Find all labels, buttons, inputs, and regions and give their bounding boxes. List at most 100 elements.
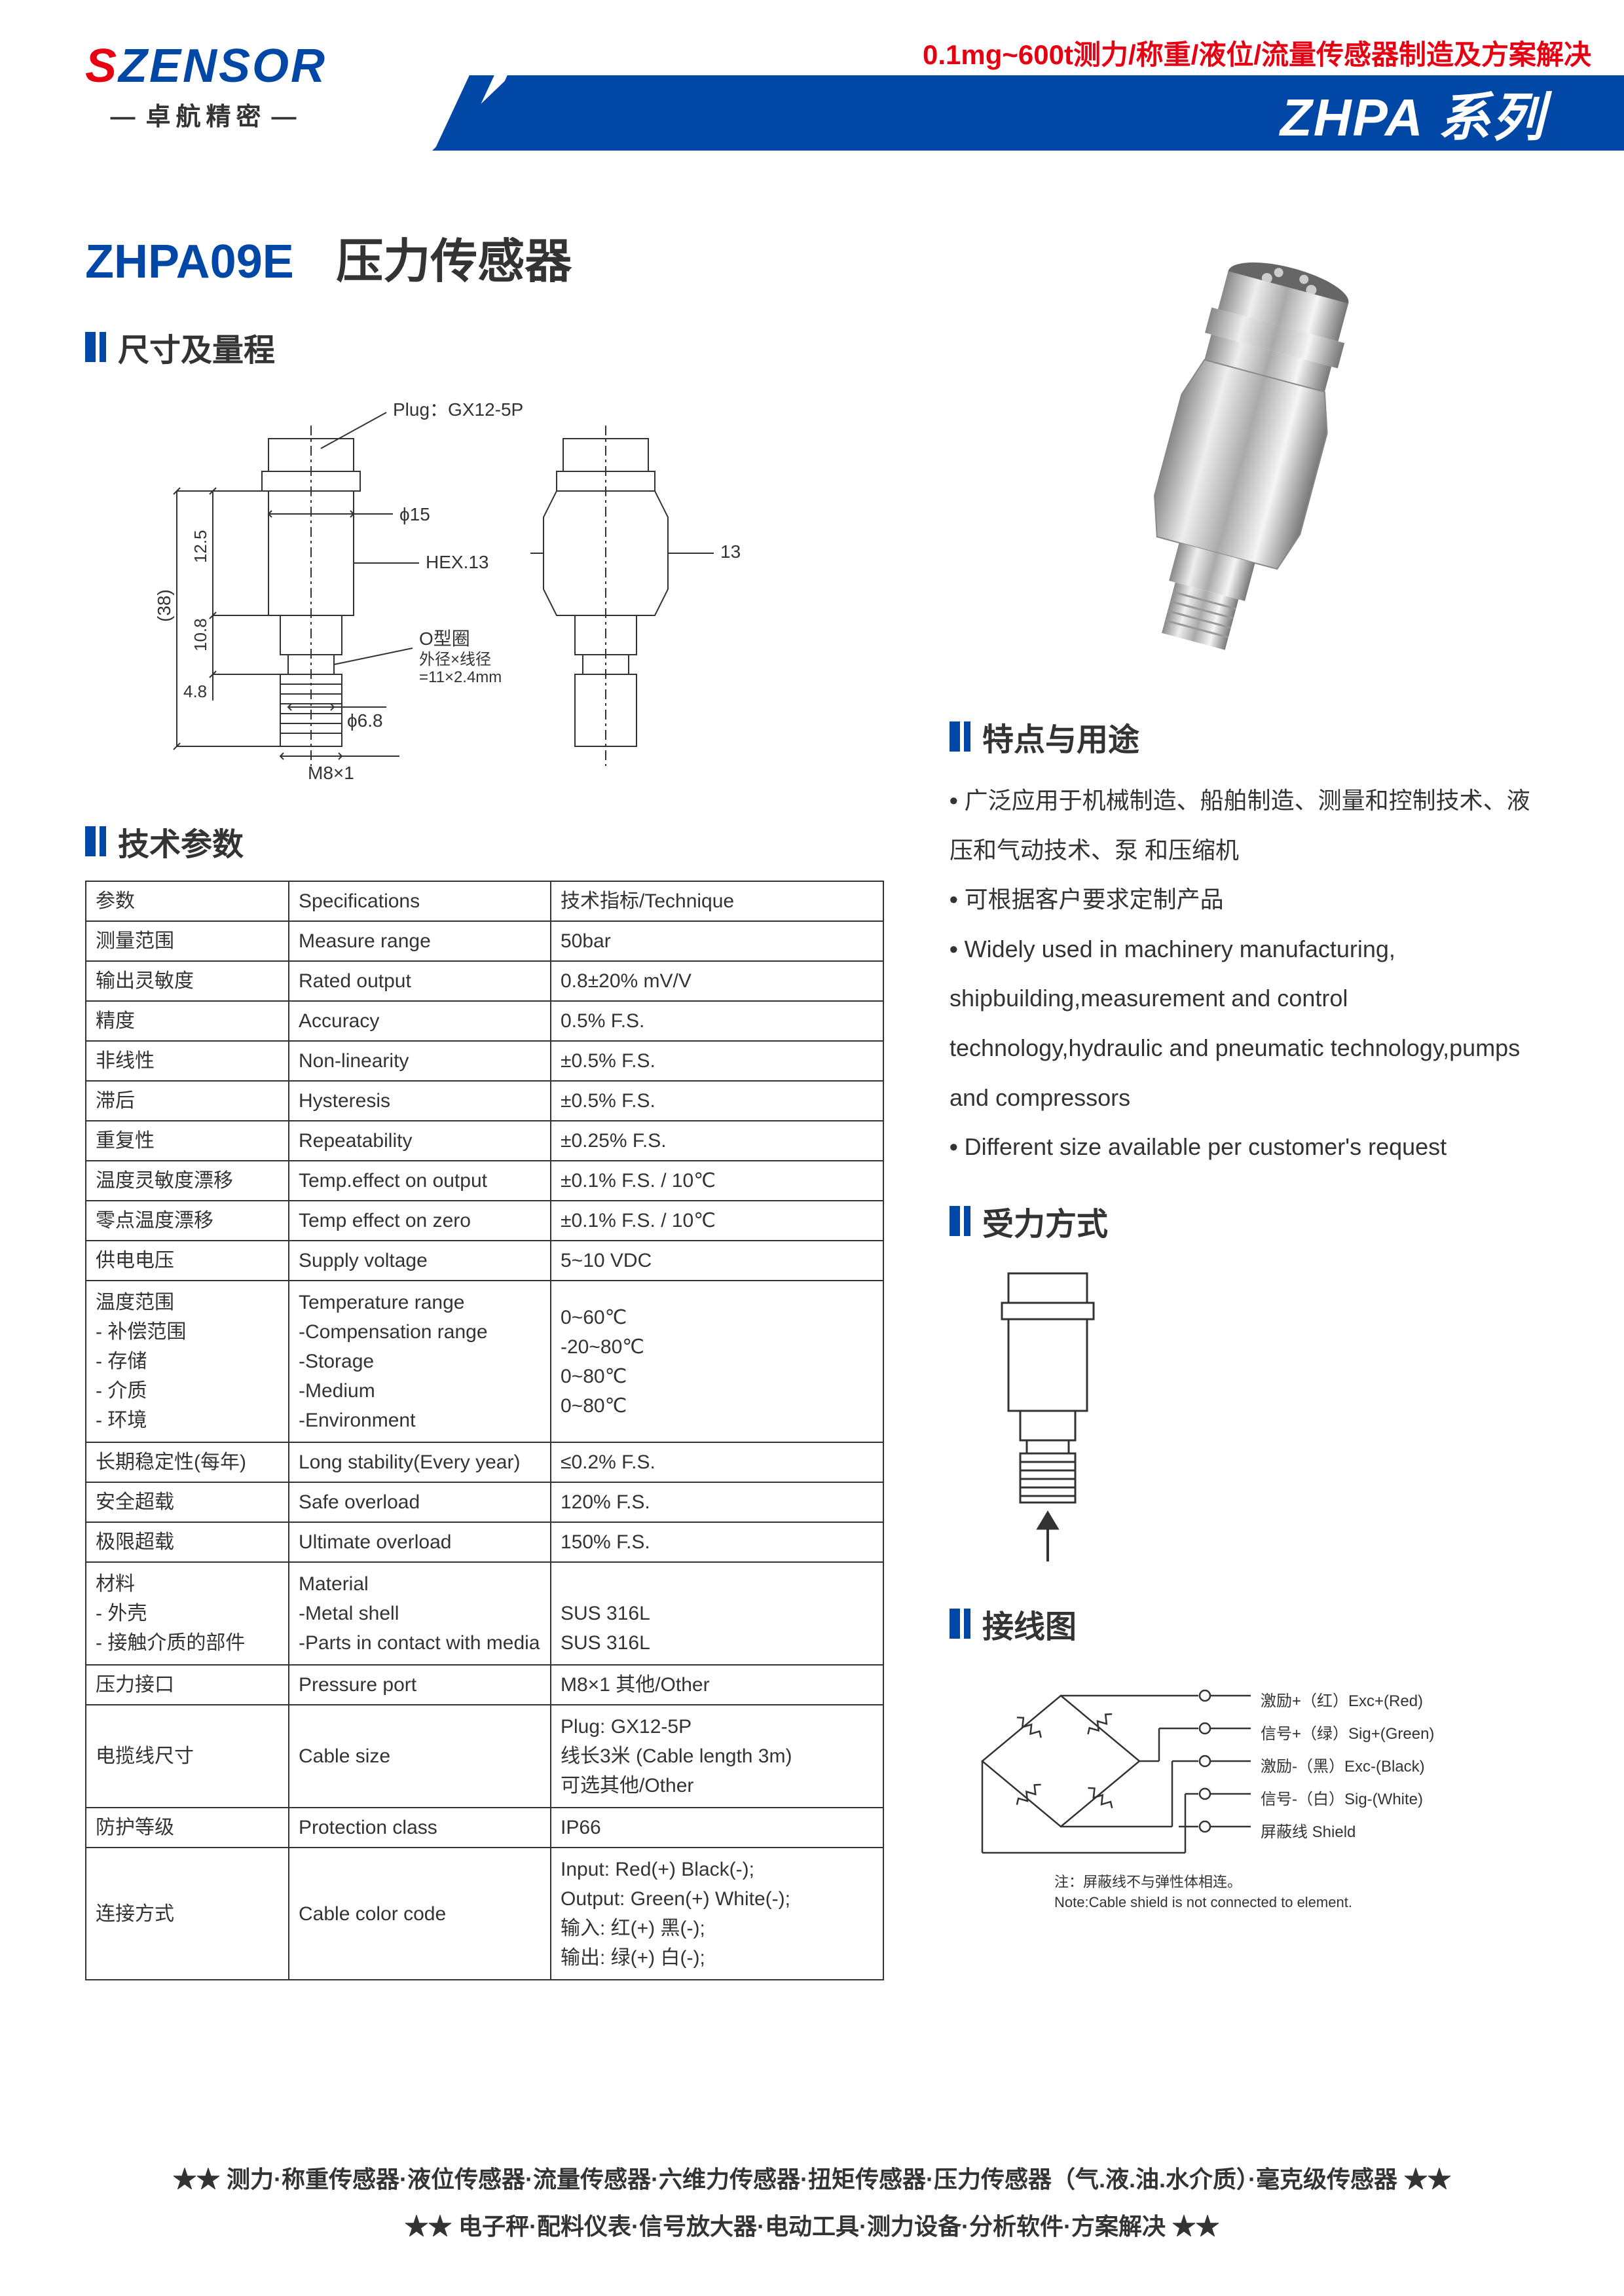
features-list: 广泛应用于机械制造、船舶制造、测量和控制技术、液压和气动技术、泵 和压缩机可根据… (950, 776, 1539, 1172)
table-row: 供电电压Supply voltage5~10 VDC (86, 1241, 883, 1281)
spec-cell: Safe overload (289, 1482, 551, 1522)
spec-cell: Input: Red(+) Black(-); Output: Green(+)… (551, 1848, 883, 1980)
spec-cell: 输出灵敏度 (86, 961, 289, 1001)
table-row: 温度灵敏度漂移Temp.effect on output±0.1% F.S. /… (86, 1161, 883, 1201)
table-row: 温度范围 - 补偿范围 - 存储 - 介质 - 环境Temperature ra… (86, 1281, 883, 1442)
series-name: ZHPA 系列 (1280, 75, 1545, 151)
spec-cell: 长期稳定性(每年) (86, 1442, 289, 1482)
spec-cell: 连接方式 (86, 1848, 289, 1980)
spec-header-cell: 技术指标/Technique (551, 881, 883, 921)
spec-cell: Temperature range -Compensation range -S… (289, 1281, 551, 1442)
section-title-wiring: 接线图 (982, 1601, 1077, 1647)
spec-cell: 重复性 (86, 1121, 289, 1161)
section-title-specs: 技术参数 (118, 818, 244, 864)
spec-cell: IP66 (551, 1808, 883, 1848)
spec-cell: Material -Metal shell -Parts in contact … (289, 1562, 551, 1665)
spec-cell: ±0.1% F.S. / 10℃ (551, 1161, 883, 1201)
table-row: 连接方式Cable color codeInput: Red(+) Black(… (86, 1848, 883, 1980)
spec-cell: Supply voltage (289, 1241, 551, 1281)
spec-cell: Temp.effect on output (289, 1161, 551, 1201)
wiring-diagram: 激励+（红）Exc+(Red) 信号+（绿）Sig+(Green) 激励-（黑）… (950, 1663, 1539, 1938)
table-row: 压力接口Pressure portM8×1 其他/Other (86, 1665, 883, 1705)
spec-cell: Ultimate overload (289, 1522, 551, 1562)
table-row: 防护等级Protection classIP66 (86, 1808, 883, 1848)
dim-oring-size2: =11×2.4mm (419, 668, 502, 686)
feature-item: Different size available per customer's … (950, 1122, 1539, 1172)
section-title-features: 特点与用途 (982, 714, 1139, 759)
table-row: 精度Accuracy0.5% F.S. (86, 1001, 883, 1041)
spec-cell: ±0.5% F.S. (551, 1081, 883, 1121)
spec-cell: ±0.5% F.S. (551, 1041, 883, 1081)
section-heading-specs: 技术参数 (85, 818, 884, 864)
dim-h38: (38) (154, 589, 174, 622)
section-title-force: 受力方式 (982, 1198, 1108, 1244)
spec-cell: ≤0.2% F.S. (551, 1442, 883, 1482)
table-row: 重复性Repeatability±0.25% F.S. (86, 1121, 883, 1161)
spec-cell: Cable color code (289, 1848, 551, 1980)
left-column: ZHPA09E 压力传感器 尺寸及量程 (85, 216, 884, 1980)
logo-prefix: S (85, 40, 119, 92)
spec-cell: Protection class (289, 1808, 551, 1848)
spec-cell: SUS 316L SUS 316L (551, 1562, 883, 1665)
product-photo (1061, 216, 1428, 687)
spec-cell: 0.8±20% mV/V (551, 961, 883, 1001)
wiring-label-0: 激励+（红）Exc+(Red) (1261, 1688, 1423, 1711)
spec-cell: Hysteresis (289, 1081, 551, 1121)
section-heading-force: 受力方式 (950, 1198, 1539, 1244)
spec-cell: M8×1 其他/Other (551, 1665, 883, 1705)
spec-cell: Rated output (289, 961, 551, 1001)
spec-cell: 安全超载 (86, 1482, 289, 1522)
dim-h48: 4.8 (183, 682, 207, 701)
page-header: SZENSOR 卓航精密 0.1mg~600t测力/称重/液位/流量传感器制造及… (0, 0, 1624, 177)
force-diagram (950, 1260, 1539, 1575)
dim-d15: ϕ15 (399, 504, 430, 524)
dimension-diagram: Plug：GX12-5P ϕ15 HEX.13 13 (38) 12.5 10.… (85, 386, 884, 792)
spec-cell: 极限超载 (86, 1522, 289, 1562)
spec-header-cell: 参数 (86, 881, 289, 921)
wiring-note: 注：屏蔽线不与弹性体相连。 Note:Cable shield is not c… (1054, 1872, 1352, 1913)
table-row: 零点温度漂移Temp effect on zero±0.1% F.S. / 10… (86, 1201, 883, 1241)
wiring-label-2: 激励-（黑）Exc-(Black) (1261, 1753, 1425, 1776)
table-row: 电揽线尺寸Cable sizePlug: GX12-5P 线长3米 (Cable… (86, 1705, 883, 1808)
spec-cell: Non-linearity (289, 1041, 551, 1081)
spec-cell: Long stability(Every year) (289, 1442, 551, 1482)
dim-oring-size1: 外径×线径 (419, 651, 491, 668)
footer-line2: ★★ 电子秤·配料仪表·信号放大器·电动工具·测力设备·分析软件·方案解决 ★★ (0, 2203, 1624, 2250)
table-row: 输出灵敏度Rated output0.8±20% mV/V (86, 961, 883, 1001)
spec-cell: 0.5% F.S. (551, 1001, 883, 1041)
spec-cell: 精度 (86, 1001, 289, 1041)
spec-cell: 电揽线尺寸 (86, 1705, 289, 1808)
series-bar: ZHPA 系列 (511, 75, 1624, 151)
table-row: 安全超载Safe overload120% F.S. (86, 1482, 883, 1522)
spec-cell: 120% F.S. (551, 1482, 883, 1522)
table-row: 非线性Non-linearity±0.5% F.S. (86, 1041, 883, 1081)
table-row: 滞后Hysteresis±0.5% F.S. (86, 1081, 883, 1121)
logo-text: SZENSOR (85, 39, 327, 93)
spec-cell: 防护等级 (86, 1808, 289, 1848)
spec-cell: Repeatability (289, 1121, 551, 1161)
dim-h125: 12.5 (191, 530, 210, 563)
section-heading-wiring: 接线图 (950, 1601, 1539, 1647)
spec-cell: 50bar (551, 921, 883, 961)
logo-subtitle: 卓航精密 (85, 96, 327, 132)
spec-cell: 滞后 (86, 1081, 289, 1121)
product-name: 压力传感器 (336, 236, 572, 288)
section-heading-features: 特点与用途 (950, 714, 1539, 759)
table-row: 极限超载Ultimate overload150% F.S. (86, 1522, 883, 1562)
wiring-label-3: 信号-（白）Sig-(White) (1261, 1786, 1423, 1809)
spec-cell: 测量范围 (86, 921, 289, 961)
table-row: 长期稳定性(每年)Long stability(Every year)≤0.2%… (86, 1442, 883, 1482)
spec-cell: 零点温度漂移 (86, 1201, 289, 1241)
spec-cell: 供电电压 (86, 1241, 289, 1281)
spec-cell: Plug: GX12-5P 线长3米 (Cable length 3m) 可选其… (551, 1705, 883, 1808)
feature-item: 可根据客户要求定制产品 (950, 875, 1539, 924)
content-area: ZHPA09E 压力传感器 尺寸及量程 (0, 177, 1624, 1980)
spec-cell: ±0.1% F.S. / 10℃ (551, 1201, 883, 1241)
spec-cell: 材料 - 外壳 - 接触介质的部件 (86, 1562, 289, 1665)
header-tagline: 0.1mg~600t测力/称重/液位/流量传感器制造及方案解决 (923, 33, 1624, 73)
spec-cell: Measure range (289, 921, 551, 961)
wiring-label-1: 信号+（绿）Sig+(Green) (1261, 1721, 1434, 1743)
spec-cell: 0~60℃ -20~80℃ 0~80℃ 0~80℃ (551, 1281, 883, 1442)
spec-cell: Temp effect on zero (289, 1201, 551, 1241)
spec-cell: Accuracy (289, 1001, 551, 1041)
